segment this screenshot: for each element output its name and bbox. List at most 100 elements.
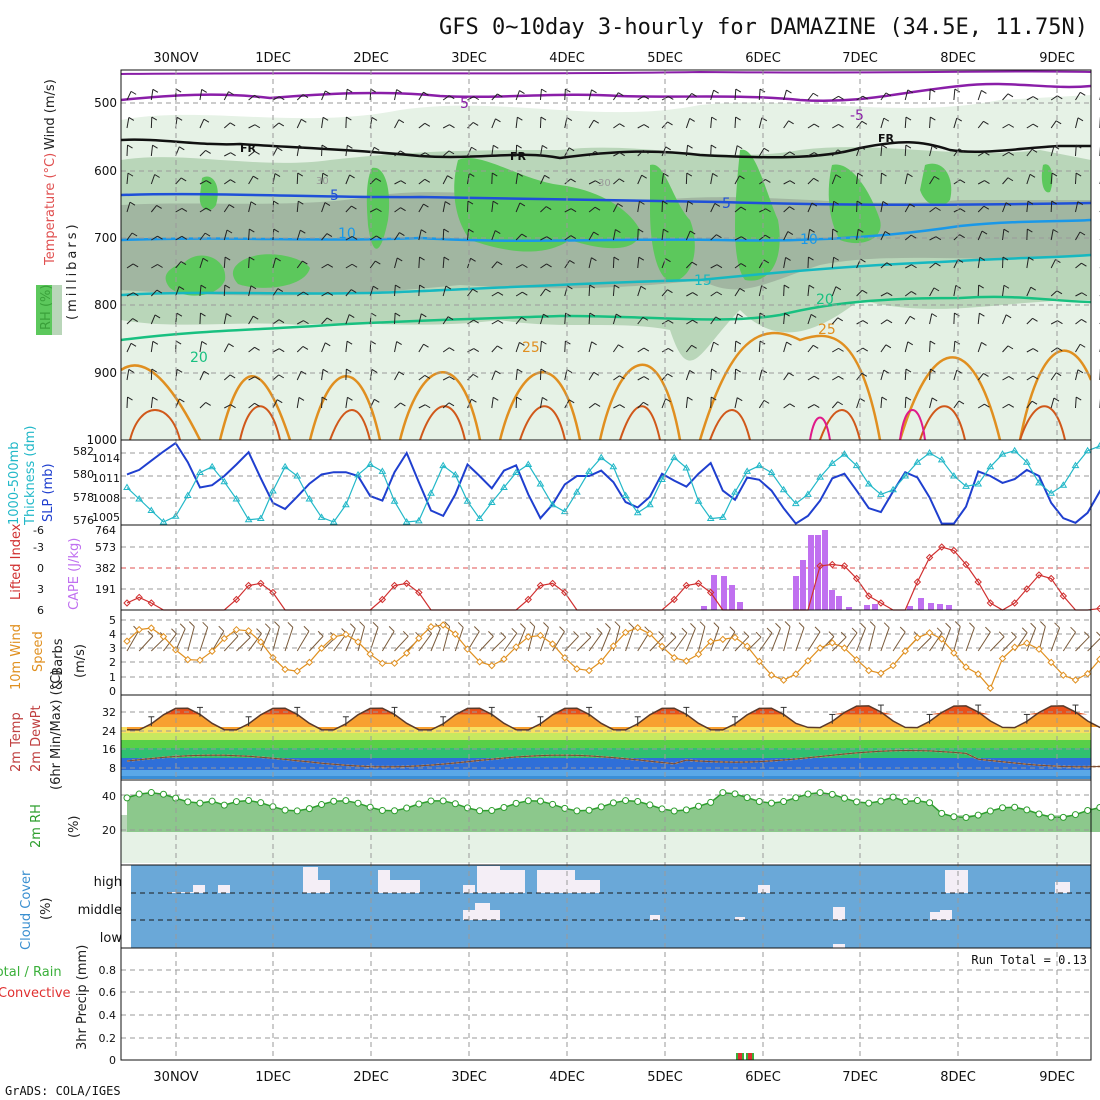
wind-barb (905, 264, 912, 269)
wind-barb (236, 637, 251, 652)
contour-label: 20 (816, 292, 834, 308)
rh2m-point (318, 801, 326, 809)
wind-barb-flag (637, 228, 644, 233)
wind-barb-flag (565, 88, 571, 93)
tick-label: 600 (94, 164, 117, 178)
lifted-index-point (244, 581, 253, 590)
wind-barb (929, 117, 931, 129)
wind-barb (381, 631, 395, 652)
wind-barb-flag (546, 263, 552, 268)
wind-barb (831, 636, 847, 652)
wind-barb (345, 628, 356, 652)
wind-barb (260, 628, 271, 652)
wind-barb-flag (909, 203, 915, 208)
rh2m-point (135, 790, 143, 798)
wind-barb (296, 631, 310, 652)
wind-barb (345, 341, 348, 353)
wind-barb-flag (593, 231, 599, 236)
wind-barb-flag (218, 625, 225, 632)
wind-barb-flag (788, 120, 794, 125)
wind-barb (491, 201, 494, 213)
wind-barb (442, 95, 450, 101)
lifted-index-point (938, 543, 946, 551)
wind-barb-flag (740, 263, 747, 267)
wind-barb (904, 397, 907, 409)
wind-barb-flag (619, 375, 625, 380)
axis-label-2m-temp: 2m Temp (9, 712, 24, 772)
date-label: 3DEC (451, 51, 487, 66)
lifted-index-point (706, 588, 715, 597)
wind-barb (686, 292, 693, 297)
wind-barb (1002, 375, 1010, 381)
wind-barb (965, 627, 975, 652)
thickness-point (706, 514, 715, 522)
cloud-block-high (500, 870, 525, 893)
wind-speed-point (500, 655, 508, 663)
wind-barb-flag (1079, 343, 1086, 348)
wind-speed-point (585, 666, 593, 675)
wind-speed-point (597, 657, 605, 666)
date-label: 4DEC (549, 1070, 585, 1085)
wind-barb-flag (1070, 626, 1076, 633)
wind-barb-flag (605, 623, 611, 629)
cloud-block-high (303, 867, 318, 893)
wind-barb (734, 145, 738, 157)
top-date-axis: 30NOV 1DEC 2DEC 3DEC 4DEC 5DEC 6DEC 7DEC… (153, 51, 1074, 66)
wind-barb (856, 146, 861, 157)
wind-speed-point (609, 642, 618, 650)
grads-credit: GrADS: COLA/IGES (5, 1084, 121, 1098)
wind-barb-flag (984, 151, 990, 156)
temp-minmax-bars (148, 704, 1079, 727)
axis-label-minmax: (6hr Min/Max) (°C) (49, 670, 64, 790)
wind-barb (904, 145, 907, 157)
tick-label: 0.6 (99, 986, 117, 999)
thickness-point (220, 477, 229, 485)
cloud-block-middle (735, 917, 745, 920)
wind-barb (1087, 637, 1100, 652)
date-label: 9DEC (1039, 51, 1075, 66)
wind-barb (175, 235, 183, 241)
thickness-point (573, 488, 581, 495)
wind-barb-flag (250, 285, 257, 290)
cloud-level-high: high (94, 875, 122, 890)
lifted-index-point (135, 593, 143, 602)
wind-barb (540, 288, 546, 297)
wind-speed-point (816, 644, 824, 652)
wind-barbs-10m (126, 621, 1100, 652)
wind-barb-flag (326, 233, 333, 237)
wind-barb (783, 341, 787, 353)
thickness-point (913, 458, 922, 465)
wind-barb (394, 635, 409, 652)
wind-barb-flag (735, 116, 741, 121)
thickness-point (743, 467, 752, 474)
cloud-block-high (193, 885, 205, 893)
wind-barb (1026, 348, 1034, 353)
wind-barb-flag (691, 93, 697, 97)
wind-barb (199, 119, 205, 129)
wind-barb (637, 286, 642, 297)
wind-barb (223, 257, 226, 269)
wind-barb-flag (859, 145, 866, 150)
wind-barb-flag (541, 88, 547, 93)
wind-barb-flag (543, 622, 549, 628)
wind-barb (1074, 173, 1077, 185)
wind-barb-flag (254, 94, 260, 99)
wind-barb (223, 285, 226, 297)
wind-barb (491, 291, 499, 297)
wind-barb (369, 286, 374, 297)
wind-barb (175, 177, 182, 185)
wind-barb (612, 257, 615, 269)
wind-barb (783, 206, 790, 213)
wind-barb-flag (250, 201, 257, 206)
wind-barb-flag (1008, 403, 1014, 408)
rh2m-point (500, 803, 508, 811)
wind-barb-flag (981, 342, 987, 346)
thickness-point (378, 467, 387, 474)
tick-label: 700 (94, 231, 117, 245)
rh2m-point (913, 797, 921, 805)
wind-barb-flag (714, 202, 721, 207)
wind-barb-flag (321, 144, 328, 149)
wind-barb (758, 285, 763, 297)
wind-barb (734, 313, 739, 325)
wind-barb-flag (228, 343, 234, 348)
